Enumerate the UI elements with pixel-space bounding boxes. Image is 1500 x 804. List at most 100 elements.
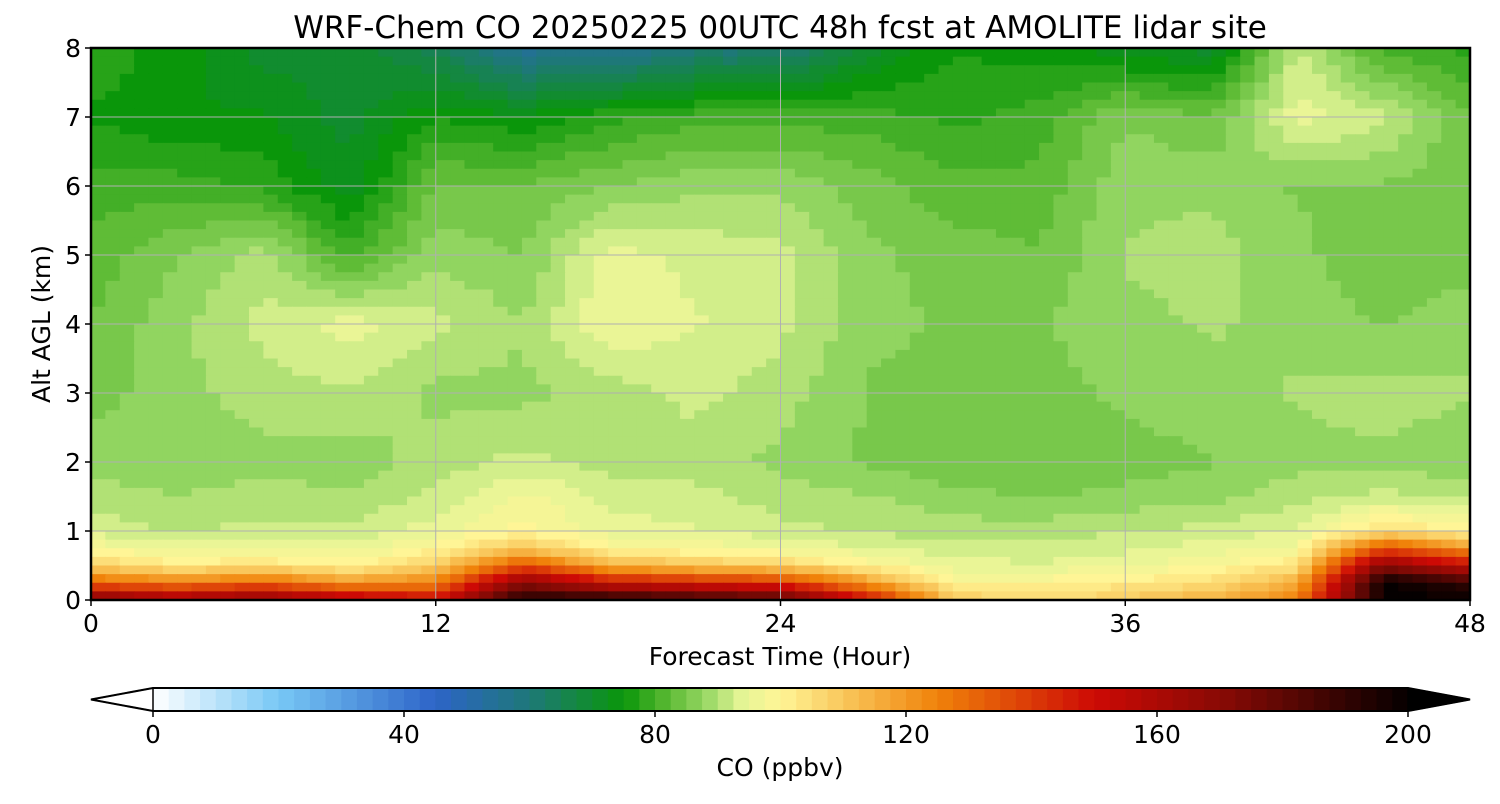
- contour-cell: [1455, 479, 1470, 489]
- contour-cell: [823, 298, 839, 308]
- contour-cell: [895, 358, 911, 368]
- contour-cell: [766, 444, 782, 454]
- contour-cell: [895, 263, 911, 273]
- contour-cell: [837, 306, 853, 316]
- contour-cell: [679, 56, 695, 66]
- contour-cell: [392, 470, 408, 480]
- contour-cell: [1168, 367, 1184, 377]
- contour-cell: [1412, 306, 1428, 316]
- contour-cell: [1139, 48, 1155, 58]
- contour-cell: [1153, 462, 1169, 472]
- contour-cell: [1355, 168, 1371, 178]
- contour-cell: [995, 375, 1011, 385]
- contour-cell: [909, 315, 925, 325]
- contour-cell: [593, 48, 609, 58]
- contour-cell: [191, 229, 207, 239]
- contour-cell: [1053, 82, 1069, 92]
- contour-cell: [1268, 194, 1284, 204]
- contour-cell: [1082, 160, 1098, 170]
- contour-cell: [938, 401, 954, 411]
- contour-cell: [1225, 246, 1241, 256]
- contour-cell: [909, 306, 925, 316]
- contour-cell: [952, 341, 968, 351]
- contour-cell: [1326, 453, 1342, 463]
- contour-cell: [349, 73, 365, 84]
- contour-cell: [1426, 349, 1442, 360]
- contour-cell: [1441, 341, 1457, 351]
- contour-cell: [507, 341, 523, 351]
- contour-cell: [1096, 393, 1112, 403]
- contour-cell: [780, 125, 796, 135]
- contour-cell: [421, 263, 437, 273]
- contour-cell: [1240, 341, 1256, 351]
- contour-cell: [1455, 272, 1470, 282]
- contour-cell: [1110, 487, 1126, 498]
- contour-cell: [909, 289, 925, 299]
- contour-cell: [1125, 160, 1141, 170]
- contour-cell: [1297, 82, 1313, 92]
- contour-cell: [766, 48, 782, 58]
- contour-cell: [148, 229, 164, 239]
- contour-cell: [1254, 194, 1270, 204]
- contour-cell: [292, 393, 308, 403]
- contour-cell: [493, 99, 509, 109]
- contour-cell: [1125, 280, 1141, 291]
- contour-cell: [1398, 177, 1414, 187]
- contour-cell: [852, 487, 868, 498]
- contour-cell: [1441, 82, 1457, 92]
- contour-cell: [636, 289, 652, 299]
- contour-cell: [363, 418, 379, 429]
- contour-cell: [1311, 436, 1327, 446]
- contour-cell: [679, 487, 695, 498]
- contour-cell: [1125, 99, 1141, 109]
- contour-cell: [277, 384, 293, 394]
- contour-cell: [852, 298, 868, 308]
- contour-cell: [450, 315, 466, 325]
- contour-cell: [1110, 332, 1126, 342]
- contour-cell: [335, 134, 351, 144]
- contour-cell: [794, 220, 810, 230]
- contour-cell: [521, 315, 537, 325]
- contour-cell: [881, 56, 897, 66]
- contour-cell: [593, 272, 609, 282]
- contour-cell: [220, 272, 236, 282]
- contour-cell: [392, 160, 408, 170]
- contour-cell: [1283, 479, 1299, 489]
- contour-cell: [450, 194, 466, 204]
- contour-cell: [608, 315, 624, 325]
- contour-cell: [119, 220, 135, 230]
- contour-cell: [1153, 168, 1169, 178]
- contour-cell: [866, 479, 882, 489]
- contour-cell: [277, 168, 293, 178]
- contour-cell: [91, 56, 106, 66]
- contour-cell: [952, 453, 968, 463]
- contour-cell: [651, 65, 667, 75]
- contour-cell: [507, 73, 523, 84]
- contour-cell: [349, 194, 365, 204]
- contour-cell: [565, 470, 580, 480]
- contour-cell: [1110, 203, 1126, 213]
- contour-cell: [1168, 142, 1184, 153]
- contour-cell: [708, 229, 724, 239]
- contour-cell: [909, 367, 925, 377]
- contour-cell: [952, 280, 968, 291]
- contour-cell: [421, 418, 437, 429]
- contour-cell: [1398, 220, 1414, 230]
- contour-cell: [1369, 117, 1385, 127]
- contour-cell: [493, 298, 509, 308]
- contour-cell: [938, 194, 954, 204]
- contour-cell: [651, 255, 667, 265]
- contour-cell: [407, 229, 422, 239]
- contour-cell: [1311, 487, 1327, 498]
- contour-cell: [392, 487, 408, 498]
- contour-cell: [249, 220, 264, 230]
- contour-cell: [995, 151, 1011, 161]
- contour-cell: [1139, 56, 1155, 66]
- contour-cell: [881, 393, 897, 403]
- contour-cell: [407, 418, 422, 429]
- contour-cell: [507, 393, 523, 403]
- contour-cell: [234, 418, 250, 429]
- contour-cell: [277, 393, 293, 403]
- contour-cell: [1311, 470, 1327, 480]
- contour-cell: [1082, 306, 1098, 316]
